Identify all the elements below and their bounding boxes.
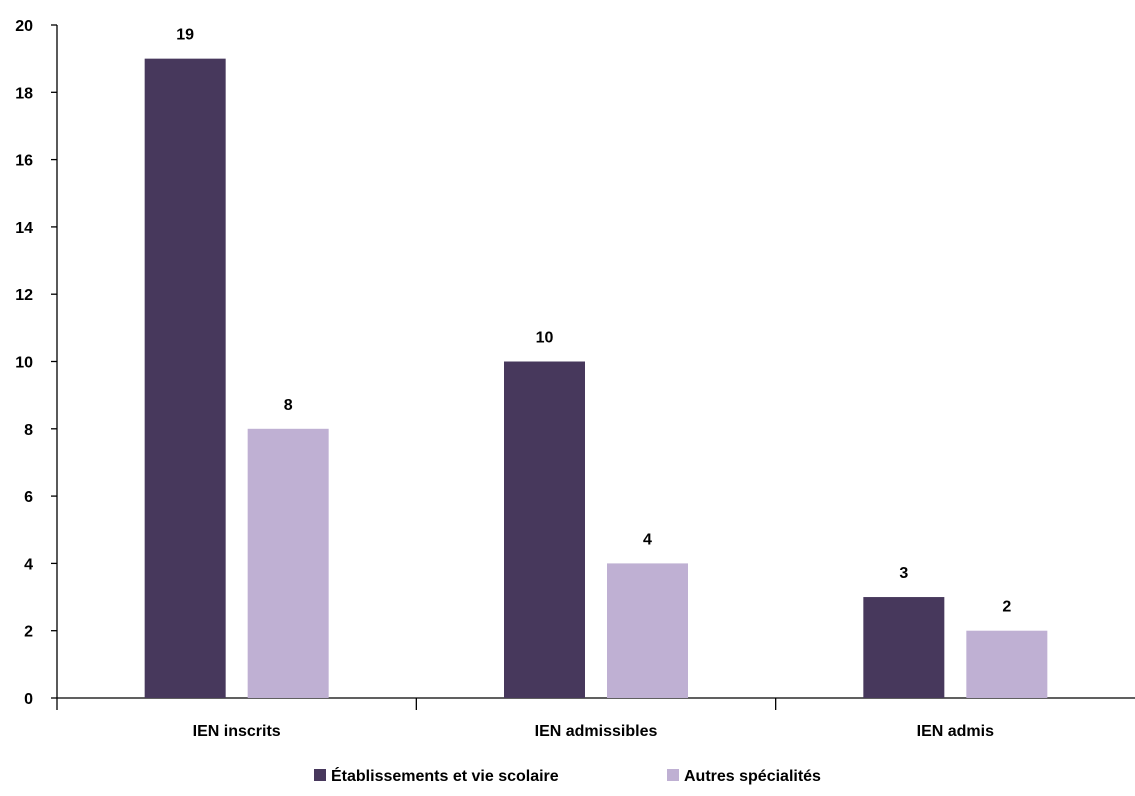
y-axis: 0 2 4 6 8 10 12 14 16 18 20 [15,18,58,708]
x-tick-label: IEN admis [917,723,994,740]
y-tick-label: 18 [15,85,33,102]
x-tick-label: IEN inscrits [193,723,281,740]
y-tick-label: 14 [15,220,33,237]
y-tick-label: 0 [24,691,33,708]
bar [607,563,688,698]
y-tick-label: 20 [15,18,33,35]
data-label: 3 [899,565,908,582]
y-tick-label: 10 [15,355,33,372]
bar [144,58,226,698]
legend-label: Établissements et vie scolaire [331,766,559,785]
x-axis: IEN inscrits IEN admissibles IEN admis [56,697,1135,740]
data-label: 8 [284,397,293,414]
y-tick-label: 16 [15,153,33,170]
bar [504,361,585,698]
y-tick-label: 8 [24,422,33,439]
y-tick-label: 2 [24,624,33,641]
legend: Établissements et vie scolaire Autres spé… [314,766,821,785]
bar [247,428,329,698]
x-tick-label: IEN admissibles [535,723,658,740]
data-label: 2 [1002,599,1011,616]
bar [863,597,945,698]
data-label: 19 [176,27,194,44]
y-tick-label: 6 [24,489,33,506]
bars [144,58,1048,698]
data-label: 10 [536,330,554,347]
legend-swatch [314,769,326,781]
y-tick-label: 4 [24,556,33,573]
y-tick-label: 12 [15,287,33,304]
legend-label: Autres spécialités [684,768,821,785]
data-label: 4 [643,531,652,548]
bar [966,630,1048,698]
data-labels: 19 10 3 8 4 2 [176,27,1011,616]
legend-swatch [667,769,679,781]
